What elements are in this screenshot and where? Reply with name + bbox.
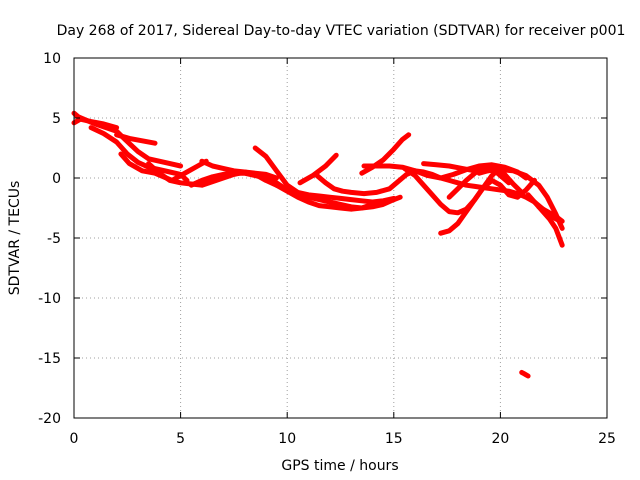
y-axis-label: SDTVAR / TECUs bbox=[7, 181, 23, 296]
x-tick-label: 15 bbox=[385, 431, 403, 447]
series-arc-3 bbox=[114, 132, 158, 146]
series-arc-19 bbox=[438, 177, 537, 236]
y-tick-label: 0 bbox=[52, 171, 61, 187]
series-arc-23 bbox=[519, 369, 531, 379]
series-arc-9 bbox=[252, 145, 397, 205]
x-tick-label: 5 bbox=[176, 431, 185, 447]
series-arc-21 bbox=[525, 192, 565, 248]
y-tick-label: -10 bbox=[38, 291, 61, 307]
series-arc-8 bbox=[199, 158, 279, 181]
y-tick-label: -20 bbox=[38, 411, 61, 427]
series-arc-22 bbox=[536, 204, 565, 224]
series-arc-12 bbox=[297, 152, 339, 186]
series-arc-11 bbox=[284, 186, 397, 211]
chart-title: Day 268 of 2017, Sidereal Day-to-day VTE… bbox=[57, 23, 626, 39]
series-layer bbox=[71, 110, 565, 379]
x-axis-label: GPS time / hours bbox=[281, 458, 398, 474]
series-arc-20 bbox=[476, 165, 525, 195]
y-tick-label: 5 bbox=[52, 111, 61, 127]
x-tick-labels: 0 5 10 15 20 25 bbox=[70, 431, 616, 447]
series-arc-4 bbox=[88, 125, 190, 183]
y-tick-label: -15 bbox=[38, 351, 61, 367]
x-tick-label: 25 bbox=[598, 431, 616, 447]
series-arc-18 bbox=[446, 164, 512, 200]
tick-marks bbox=[73, 57, 608, 419]
y-tick-labels: -20 -15 -10 -5 0 5 10 bbox=[38, 51, 61, 427]
y-tick-label: -5 bbox=[47, 231, 61, 247]
y-tick-label: 10 bbox=[43, 51, 61, 67]
x-tick-label: 0 bbox=[70, 431, 79, 447]
x-tick-label: 10 bbox=[278, 431, 296, 447]
x-tick-label: 20 bbox=[491, 431, 509, 447]
